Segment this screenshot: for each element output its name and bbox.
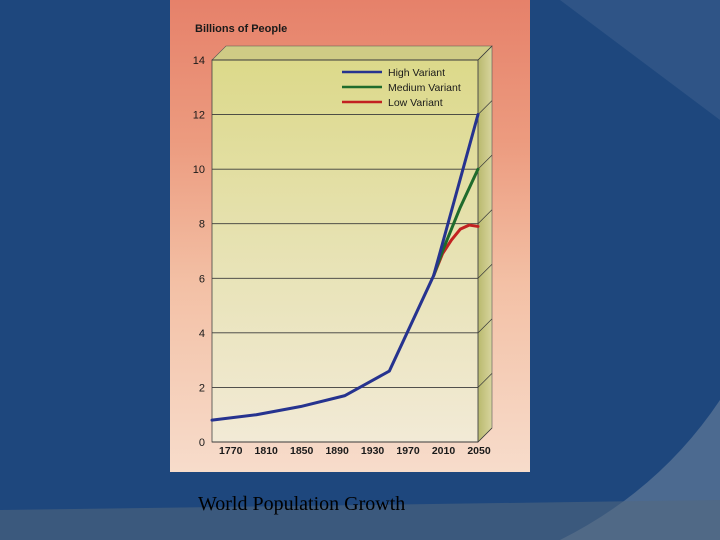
y-tick-label: 14 xyxy=(193,55,205,67)
y-tick-label: 4 xyxy=(199,328,205,340)
x-tick-label: 1970 xyxy=(396,445,420,457)
x-tick-label: 1810 xyxy=(255,445,279,457)
x-tick-label: 2050 xyxy=(467,445,491,457)
legend-label: Medium Variant xyxy=(388,82,461,94)
x-tick-label: 1770 xyxy=(219,445,243,457)
decorative-band xyxy=(0,500,720,540)
legend-label: High Variant xyxy=(388,67,445,79)
x-tick-label: 1890 xyxy=(325,445,349,457)
gridline-side xyxy=(477,427,493,443)
gridline-side xyxy=(477,209,493,224)
y-tick-label: 8 xyxy=(199,219,205,231)
gridline-side xyxy=(477,264,493,279)
y-tick-label: 0 xyxy=(199,437,205,449)
y-tick-label: 12 xyxy=(193,110,205,122)
x-tick-label: 1850 xyxy=(290,445,314,457)
series-line xyxy=(432,167,480,278)
gridline-side xyxy=(477,45,493,61)
plot-side-face xyxy=(477,45,493,443)
chart-card: 0 2 4 6 8 10 12 14 1770 1810 1850 1890 1930 1970 2010… xyxy=(170,0,530,472)
decorative-arc-top xyxy=(560,0,720,120)
gridline-side xyxy=(477,373,493,388)
gridline-side xyxy=(477,154,493,170)
y-tick-label: 2 xyxy=(199,382,205,394)
y-axis-label: Billions of People xyxy=(195,23,287,35)
legend-label: Low Variant xyxy=(388,97,443,109)
x-tick-label: 1930 xyxy=(361,445,385,457)
gridline-side xyxy=(477,100,493,115)
series-line xyxy=(210,113,480,422)
x-tick-label: 2010 xyxy=(432,445,456,457)
plot-area xyxy=(212,60,478,442)
population-chart: 0 2 4 6 8 10 12 14 1770 1810 1850 1890 1930 1970 2010… xyxy=(193,23,493,457)
slide-caption: World Population Growth xyxy=(198,493,406,515)
gridline-side xyxy=(477,318,493,334)
y-tick-label: 10 xyxy=(193,164,205,176)
y-tick-label: 6 xyxy=(199,273,205,285)
plot-top-face xyxy=(211,45,493,61)
